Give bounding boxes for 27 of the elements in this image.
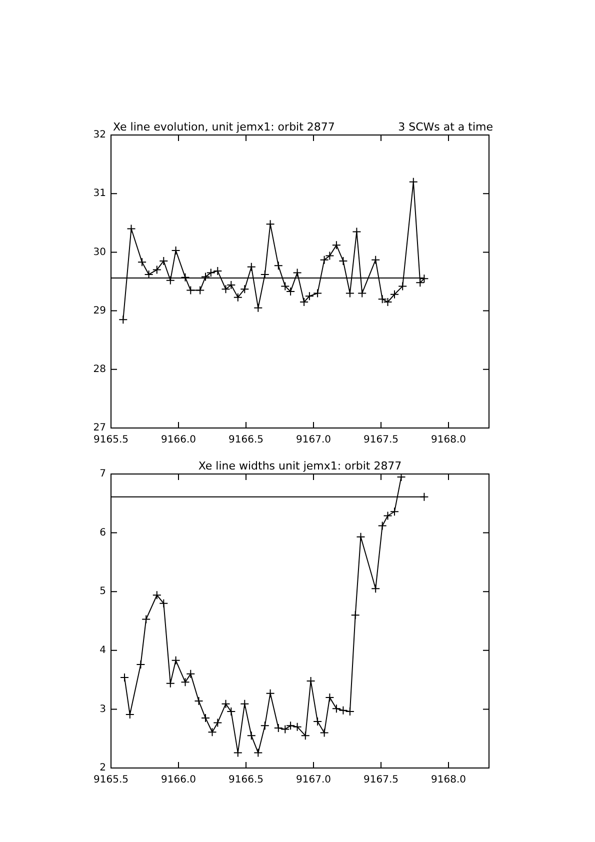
chart-title: Xe line widths unit jemx1: orbit 2877 (198, 459, 402, 472)
x-tick-label: 9167.0 (296, 774, 331, 786)
x-tick-label: 9167.5 (364, 434, 398, 446)
y-tick-label: 30 (93, 246, 106, 258)
y-tick-label: 3 (100, 704, 106, 715)
x-tick-label: 9166.5 (228, 434, 264, 446)
chart-title: Xe line evolution, unit jemx1: orbit 2877 (113, 120, 335, 134)
x-tick-label: 9167.5 (364, 774, 398, 786)
y-tick-label: 28 (93, 364, 106, 375)
y-tick-label: 6 (100, 527, 106, 538)
y-tick-label: 5 (100, 586, 106, 598)
y-tick-label: 4 (100, 644, 106, 656)
x-tick-label: 9165.5 (94, 774, 128, 786)
x-tick-label: 9167.0 (296, 434, 331, 446)
y-tick-label: 27 (93, 422, 106, 434)
x-tick-label: 9166.0 (161, 774, 196, 786)
y-tick-label: 2 (100, 762, 106, 774)
y-tick-label: 31 (93, 188, 106, 200)
x-tick-label: 9165.5 (94, 434, 128, 446)
y-tick-label: 7 (100, 468, 106, 480)
y-tick-label: 32 (93, 130, 106, 141)
x-tick-label: 9168.0 (431, 434, 466, 446)
chart-subtitle: 3 SCWs at a time (398, 120, 494, 134)
x-tick-label: 9168.0 (431, 774, 466, 786)
x-tick-label: 9166.0 (161, 434, 196, 446)
x-tick-label: 9166.5 (228, 774, 264, 786)
y-tick-label: 29 (93, 305, 106, 316)
